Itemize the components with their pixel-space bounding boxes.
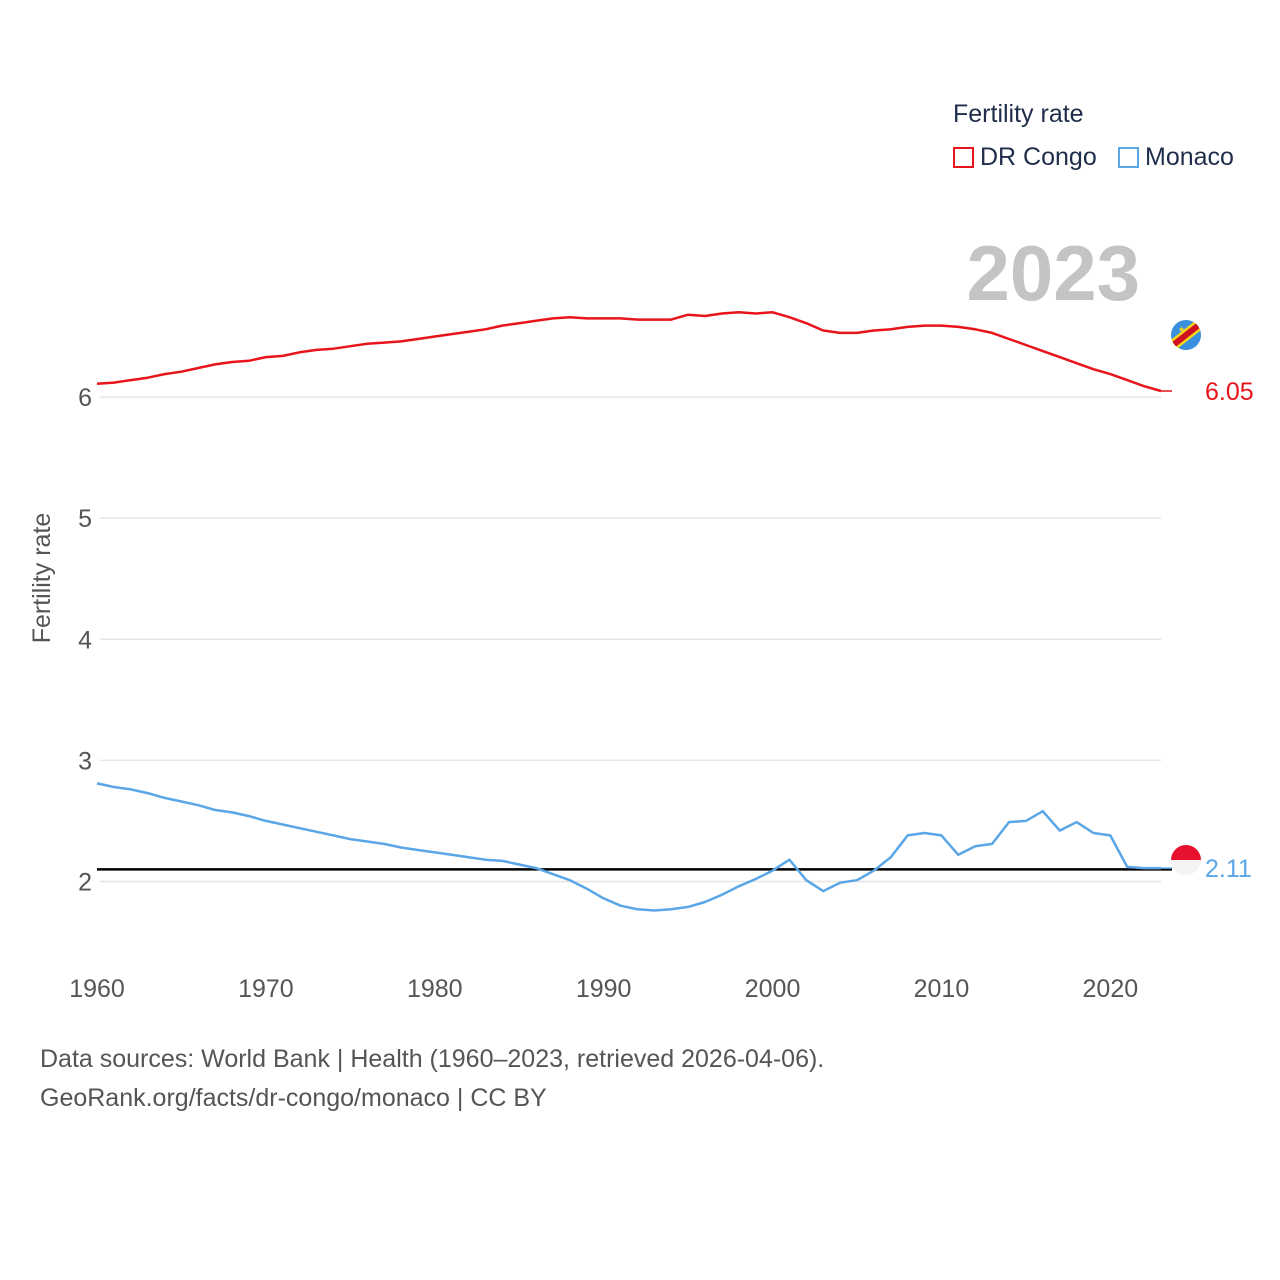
series-line-dr-congo — [96, 311, 1162, 393]
legend-label-monaco: Monaco — [1145, 143, 1234, 171]
x-axis-ticks: 1960 1970 1980 1990 2000 2010 2020 — [69, 975, 1138, 1003]
y-tick-label: 3 — [78, 747, 92, 775]
series-line-monaco — [96, 782, 1161, 912]
legend-title: Fertility rate — [953, 100, 1084, 128]
legend-swatch-monaco — [1118, 147, 1139, 168]
dr-congo-flag-icon: ★ — [1171, 320, 1201, 350]
grid-lines — [100, 396, 1161, 883]
legend-item-monaco[interactable]: Monaco — [1118, 143, 1234, 172]
y-tick-label: 5 — [78, 505, 92, 533]
y-axis-label: Fertility rate — [28, 513, 56, 644]
x-tick-label: 1990 — [576, 975, 632, 1003]
monaco-flag-icon — [1171, 845, 1201, 875]
legend-label-dr-congo: DR Congo — [980, 143, 1097, 171]
legend-item-dr-congo[interactable]: DR Congo — [953, 143, 1097, 172]
y-tick-label: 2 — [78, 868, 92, 896]
x-tick-label: 1980 — [407, 975, 463, 1003]
legend-swatch-dr-congo — [953, 147, 974, 168]
svg-text:★: ★ — [1178, 325, 1185, 334]
y-tick-label: 6 — [78, 384, 92, 412]
x-tick-label: 2010 — [914, 975, 970, 1003]
series-lines: 6.05 2.11 — [96, 311, 1254, 912]
x-tick-label: 2000 — [745, 975, 801, 1003]
y-axis-ticks: 2 3 4 5 6 — [78, 384, 92, 896]
x-tick-label: 1970 — [238, 975, 294, 1003]
year-watermark: 2023 — [966, 229, 1140, 317]
y-tick-label: 4 — [78, 626, 92, 654]
x-tick-label: 2020 — [1083, 975, 1139, 1003]
x-tick-label: 1960 — [69, 975, 125, 1003]
source-link[interactable]: GeoRank.org/facts/dr-congo/monaco | CC B… — [40, 1084, 547, 1112]
data-source-text: Data sources: World Bank | Health (1960–… — [40, 1045, 825, 1073]
end-label-dr-congo: 6.05 — [1205, 378, 1254, 406]
end-label-monaco: 2.11 — [1205, 855, 1252, 883]
